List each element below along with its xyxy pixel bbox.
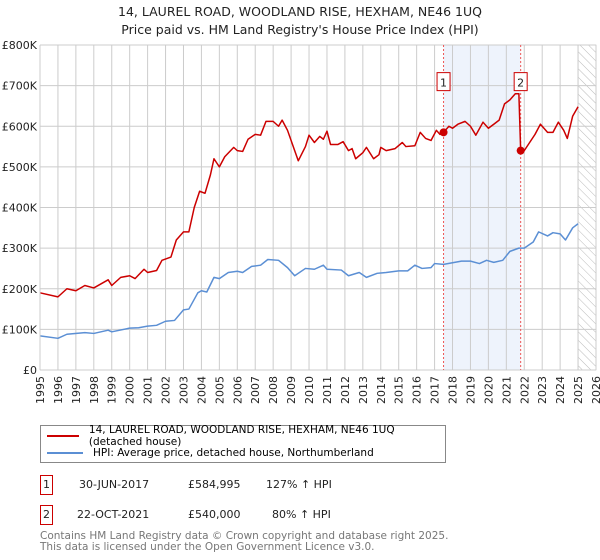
y-tick-label: £400K — [2, 202, 38, 215]
footer-copyright: Contains HM Land Registry data © Crown c… — [40, 530, 449, 542]
legend: 14, LAUREL ROAD, WOODLAND RISE, HEXHAM, … — [40, 424, 446, 463]
x-tick-label: 2007 — [249, 376, 262, 404]
x-tick-label: 2008 — [267, 376, 280, 404]
sale-label: 1 — [440, 77, 447, 90]
x-tick-label: 2014 — [375, 376, 388, 404]
x-tick-label: 2013 — [357, 376, 370, 404]
sale-label-box — [436, 72, 451, 92]
x-tick-label: 2016 — [411, 376, 424, 404]
x-tick-label: 2002 — [160, 376, 173, 404]
x-tick-label: 2022 — [518, 376, 531, 404]
legend-label: HPI: Average price, detached house, Nort… — [93, 447, 374, 459]
x-tick-label: 1996 — [52, 376, 65, 404]
footer: Contains HM Land Registry data © Crown c… — [40, 531, 448, 553]
chart-subtitle: Price paid vs. HM Land Registry's House … — [121, 22, 479, 37]
y-tick-label: £700K — [2, 80, 38, 93]
price-paid-line — [39, 93, 579, 298]
y-tick-label: £800K — [2, 39, 38, 52]
x-tick-label: 2015 — [393, 376, 406, 404]
x-tick-label: 2018 — [447, 376, 460, 404]
x-tick-label: 2025 — [572, 376, 585, 404]
legend-label: 14, LAUREL ROAD, WOODLAND RISE, HEXHAM, … — [88, 424, 395, 448]
x-tick-label: 2026 — [590, 376, 600, 404]
transaction-date: 22-OCT-2021 — [77, 508, 150, 521]
legend-swatch-blue — [47, 452, 83, 454]
x-tick-label: 2019 — [464, 376, 477, 404]
x-tick-label: 1999 — [106, 376, 119, 404]
y-tick-label: £100K — [2, 323, 38, 336]
y-tick-label: £600K — [2, 120, 38, 133]
sale-label-box — [513, 72, 528, 92]
transaction-date: 30-JUN-2017 — [79, 478, 150, 491]
footer-licence: This data is licensed under the Open Gov… — [40, 541, 375, 553]
x-tick-label: 2020 — [482, 376, 495, 404]
transaction-marker: 1 — [40, 475, 53, 495]
x-tick-label: 2003 — [177, 376, 190, 404]
price-chart: 1995 1996 1997 1998 1999 2000 2001 2002 2003 2004… — [2, 39, 600, 404]
legend-item-property: 14, LAUREL ROAD, WOODLAND RISE, HEXHAM, … — [47, 424, 445, 448]
chart-title: 14, LAUREL ROAD, WOODLAND RISE, HEXHAM, … — [118, 4, 482, 19]
legend-swatch-red — [47, 435, 79, 437]
x-tick-label: 2001 — [142, 376, 155, 404]
x-tick-label: 1998 — [88, 376, 101, 404]
transaction-row: 2 22-OCT-2021 £540,000 80% ↑ HPI — [40, 505, 440, 525]
x-tick-label: 2004 — [195, 376, 208, 404]
y-tick-label: £300K — [2, 242, 38, 255]
x-tick-label: 2012 — [339, 376, 352, 404]
x-tick-label: 1997 — [70, 376, 83, 404]
x-tick-label: 1995 — [34, 376, 47, 404]
transaction-marker: 2 — [40, 505, 53, 525]
transaction-price: £540,000 — [188, 508, 241, 521]
sale-label: 2 — [517, 77, 524, 90]
sale-point — [439, 128, 448, 137]
y-tick-label: £0 — [23, 364, 37, 377]
transaction-hpi: 80% ↑ HPI — [272, 508, 331, 521]
x-tick-label: 2017 — [429, 376, 442, 404]
x-tick-label: 2009 — [285, 376, 298, 404]
x-tick-label: 2021 — [500, 376, 513, 404]
x-tick-label: 2000 — [124, 376, 137, 404]
transaction-hpi: 127% ↑ HPI — [266, 478, 332, 491]
transaction-price: £584,995 — [188, 478, 241, 491]
x-tick-label: 2005 — [213, 376, 226, 404]
legend-item-hpi: HPI: Average price, detached house, Nort… — [47, 445, 374, 461]
y-tick-label: £500K — [2, 161, 38, 174]
y-tick-label: £200K — [2, 283, 38, 296]
sale-point — [516, 146, 525, 155]
x-tick-label: 2006 — [231, 376, 244, 404]
hpi-line — [39, 223, 579, 340]
x-tick-label: 2024 — [554, 376, 567, 404]
x-tick-label: 2011 — [321, 376, 334, 404]
x-tick-label: 2023 — [536, 376, 549, 404]
transaction-row: 1 30-JUN-2017 £584,995 127% ↑ HPI — [40, 475, 440, 495]
x-tick-label: 2010 — [303, 376, 316, 404]
